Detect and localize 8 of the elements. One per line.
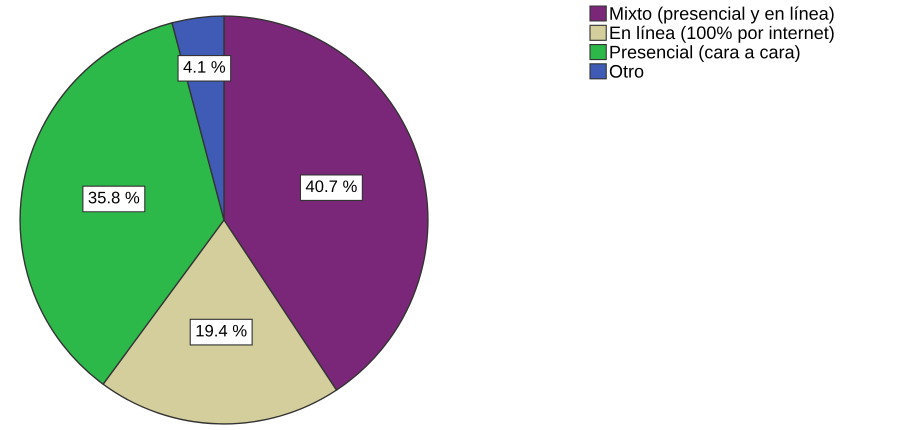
data-label: 19.4 %: [196, 324, 247, 337]
legend-label: Otro: [610, 64, 644, 78]
data-label: 40.7 %: [306, 180, 357, 192]
data-label: 35.8 %: [88, 192, 140, 204]
legend-label: Mixto (presencial y en línea): [610, 6, 834, 24]
legend-label: Presencial (cara a cara): [610, 45, 800, 62]
data-label: 4.1 %: [183, 61, 226, 73]
legend-label: En línea (100% por internet): [610, 26, 834, 43]
